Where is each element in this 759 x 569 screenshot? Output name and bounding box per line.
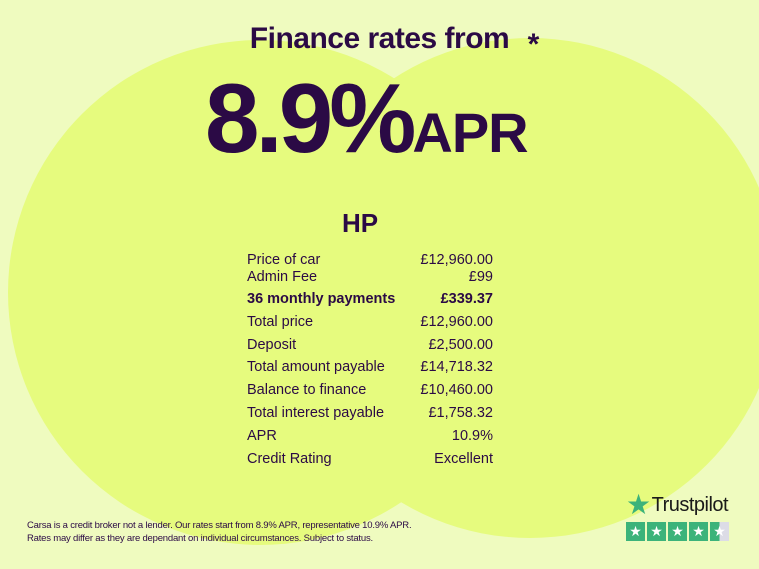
table-row: Credit Rating Excellent	[247, 451, 493, 467]
row-value: Excellent	[434, 451, 493, 467]
trustpilot-rating: ★ ★ ★ ★ ★	[626, 522, 729, 541]
row-label: Total interest payable	[247, 405, 385, 421]
trustpilot-badge: ★ Trustpilot ★ ★ ★ ★ ★	[626, 489, 729, 541]
star-icon: ★	[689, 522, 708, 541]
row-value: £2,500.00	[428, 337, 493, 353]
row-label: APR	[247, 428, 277, 444]
disclaimer-line: Carsa is a credit broker not a lender. O…	[27, 520, 412, 531]
star-icon: ★	[710, 522, 729, 541]
row-label: Deposit	[247, 337, 297, 353]
rate-value: 8.9%	[205, 63, 416, 173]
row-value: £10,460.00	[420, 382, 493, 398]
section-title: HP	[342, 208, 379, 238]
row-value: £12,960.00	[420, 252, 493, 268]
background-circle-right	[280, 38, 759, 538]
star-icon: ★	[626, 522, 645, 541]
row-value: £339.37	[440, 291, 493, 307]
row-label: Credit Rating	[247, 451, 332, 467]
row-value: £1,758.32	[428, 405, 493, 421]
table-row: 36 monthly payments £339.37	[247, 291, 493, 307]
table-row: Total interest payable £1,758.32	[247, 405, 493, 421]
star-icon: ★	[668, 522, 687, 541]
trustpilot-star-icon: ★	[626, 489, 651, 520]
row-label: 36 monthly payments	[247, 291, 396, 307]
table-row: Balance to finance £10,460.00	[247, 382, 493, 398]
row-label: Balance to finance	[247, 382, 367, 398]
disclaimer: Carsa is a credit broker not a lender. O…	[27, 519, 412, 545]
trustpilot-name: Trustpilot	[651, 493, 729, 516]
table-row: Price of car £12,960.00	[247, 252, 493, 268]
row-label: Total amount payable	[247, 359, 385, 375]
disclaimer-line: Rates may differ as they are dependant o…	[27, 533, 373, 544]
row-value: £12,960.00	[420, 314, 493, 330]
row-label: Admin Fee	[247, 269, 318, 285]
star-icon: ★	[647, 522, 666, 541]
row-value: £14,718.32	[420, 359, 493, 375]
table-row: Deposit £2,500.00	[247, 337, 493, 353]
row-value: 10.9%	[451, 428, 493, 444]
headline-rate: 8.9%APR *	[205, 28, 539, 175]
table-row: Admin Fee £99	[247, 269, 493, 285]
apr-label: APR	[412, 101, 528, 164]
table-row: Total price £12,960.00	[247, 314, 493, 330]
table-row: Total amount payable £14,718.32	[247, 359, 493, 375]
table-row: APR 10.9%	[247, 428, 493, 444]
asterisk: *	[527, 28, 540, 61]
row-value: £99	[468, 269, 493, 285]
headline-subtitle: Finance rates from	[249, 22, 510, 55]
row-label: Price of car	[247, 252, 321, 268]
row-label: Total price	[247, 314, 314, 330]
